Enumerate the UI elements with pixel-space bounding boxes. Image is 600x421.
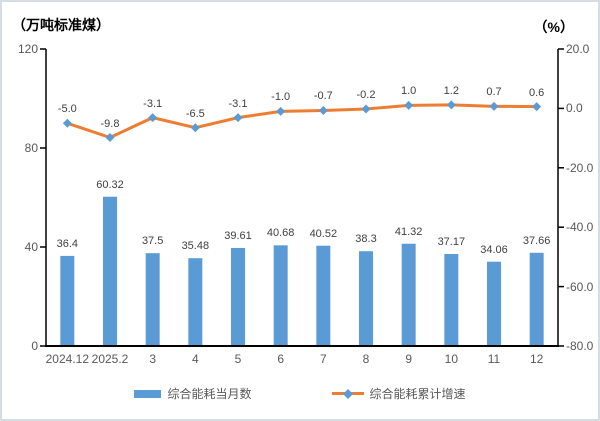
bar-12: [529, 252, 544, 346]
legend-line-series-label: 综合能耗累计增速: [369, 387, 466, 401]
bar-5: [231, 247, 245, 346]
line-marker-10: [446, 100, 456, 110]
growth-rate-line: [65, 103, 539, 140]
line-series-swatch-icon: [331, 388, 364, 399]
bar-3: [145, 253, 160, 346]
line-marker-9: [404, 100, 414, 110]
line-marker-12: [532, 102, 542, 112]
bar-11: [487, 261, 501, 346]
legend-bar-series-label: 综合能耗当月数: [167, 387, 252, 401]
legend-item-line-series: 综合能耗累计增速: [331, 385, 466, 402]
bar-6: [273, 245, 288, 346]
bar-7: [316, 245, 331, 346]
line-marker-7: [318, 105, 328, 115]
diamond-marker-icon: [342, 388, 353, 399]
line-marker-2025.2: [105, 133, 115, 143]
legend: 综合能耗当月数 综合能耗累计增速: [2, 385, 598, 402]
bar-4: [188, 258, 203, 346]
bar-10: [444, 254, 459, 346]
line-marker-5: [233, 113, 243, 123]
line-marker-3: [148, 113, 158, 123]
line-marker-11: [489, 101, 499, 111]
bar-8: [359, 251, 373, 346]
line-marker-2024.12: [62, 118, 72, 128]
legend-item-bar-series: 综合能耗当月数: [134, 385, 252, 402]
line-marker-6: [276, 106, 286, 116]
bar-9: [401, 243, 416, 346]
left-axis-title: （万吨标准煤）: [12, 17, 110, 33]
bar-series-swatch-icon: [134, 389, 162, 398]
line-marker-4: [190, 123, 200, 133]
bar-2024.12: [60, 255, 75, 346]
line-marker-8: [361, 104, 371, 114]
right-axis-title: （%）: [533, 19, 574, 35]
bar-2025.2: [103, 196, 117, 346]
